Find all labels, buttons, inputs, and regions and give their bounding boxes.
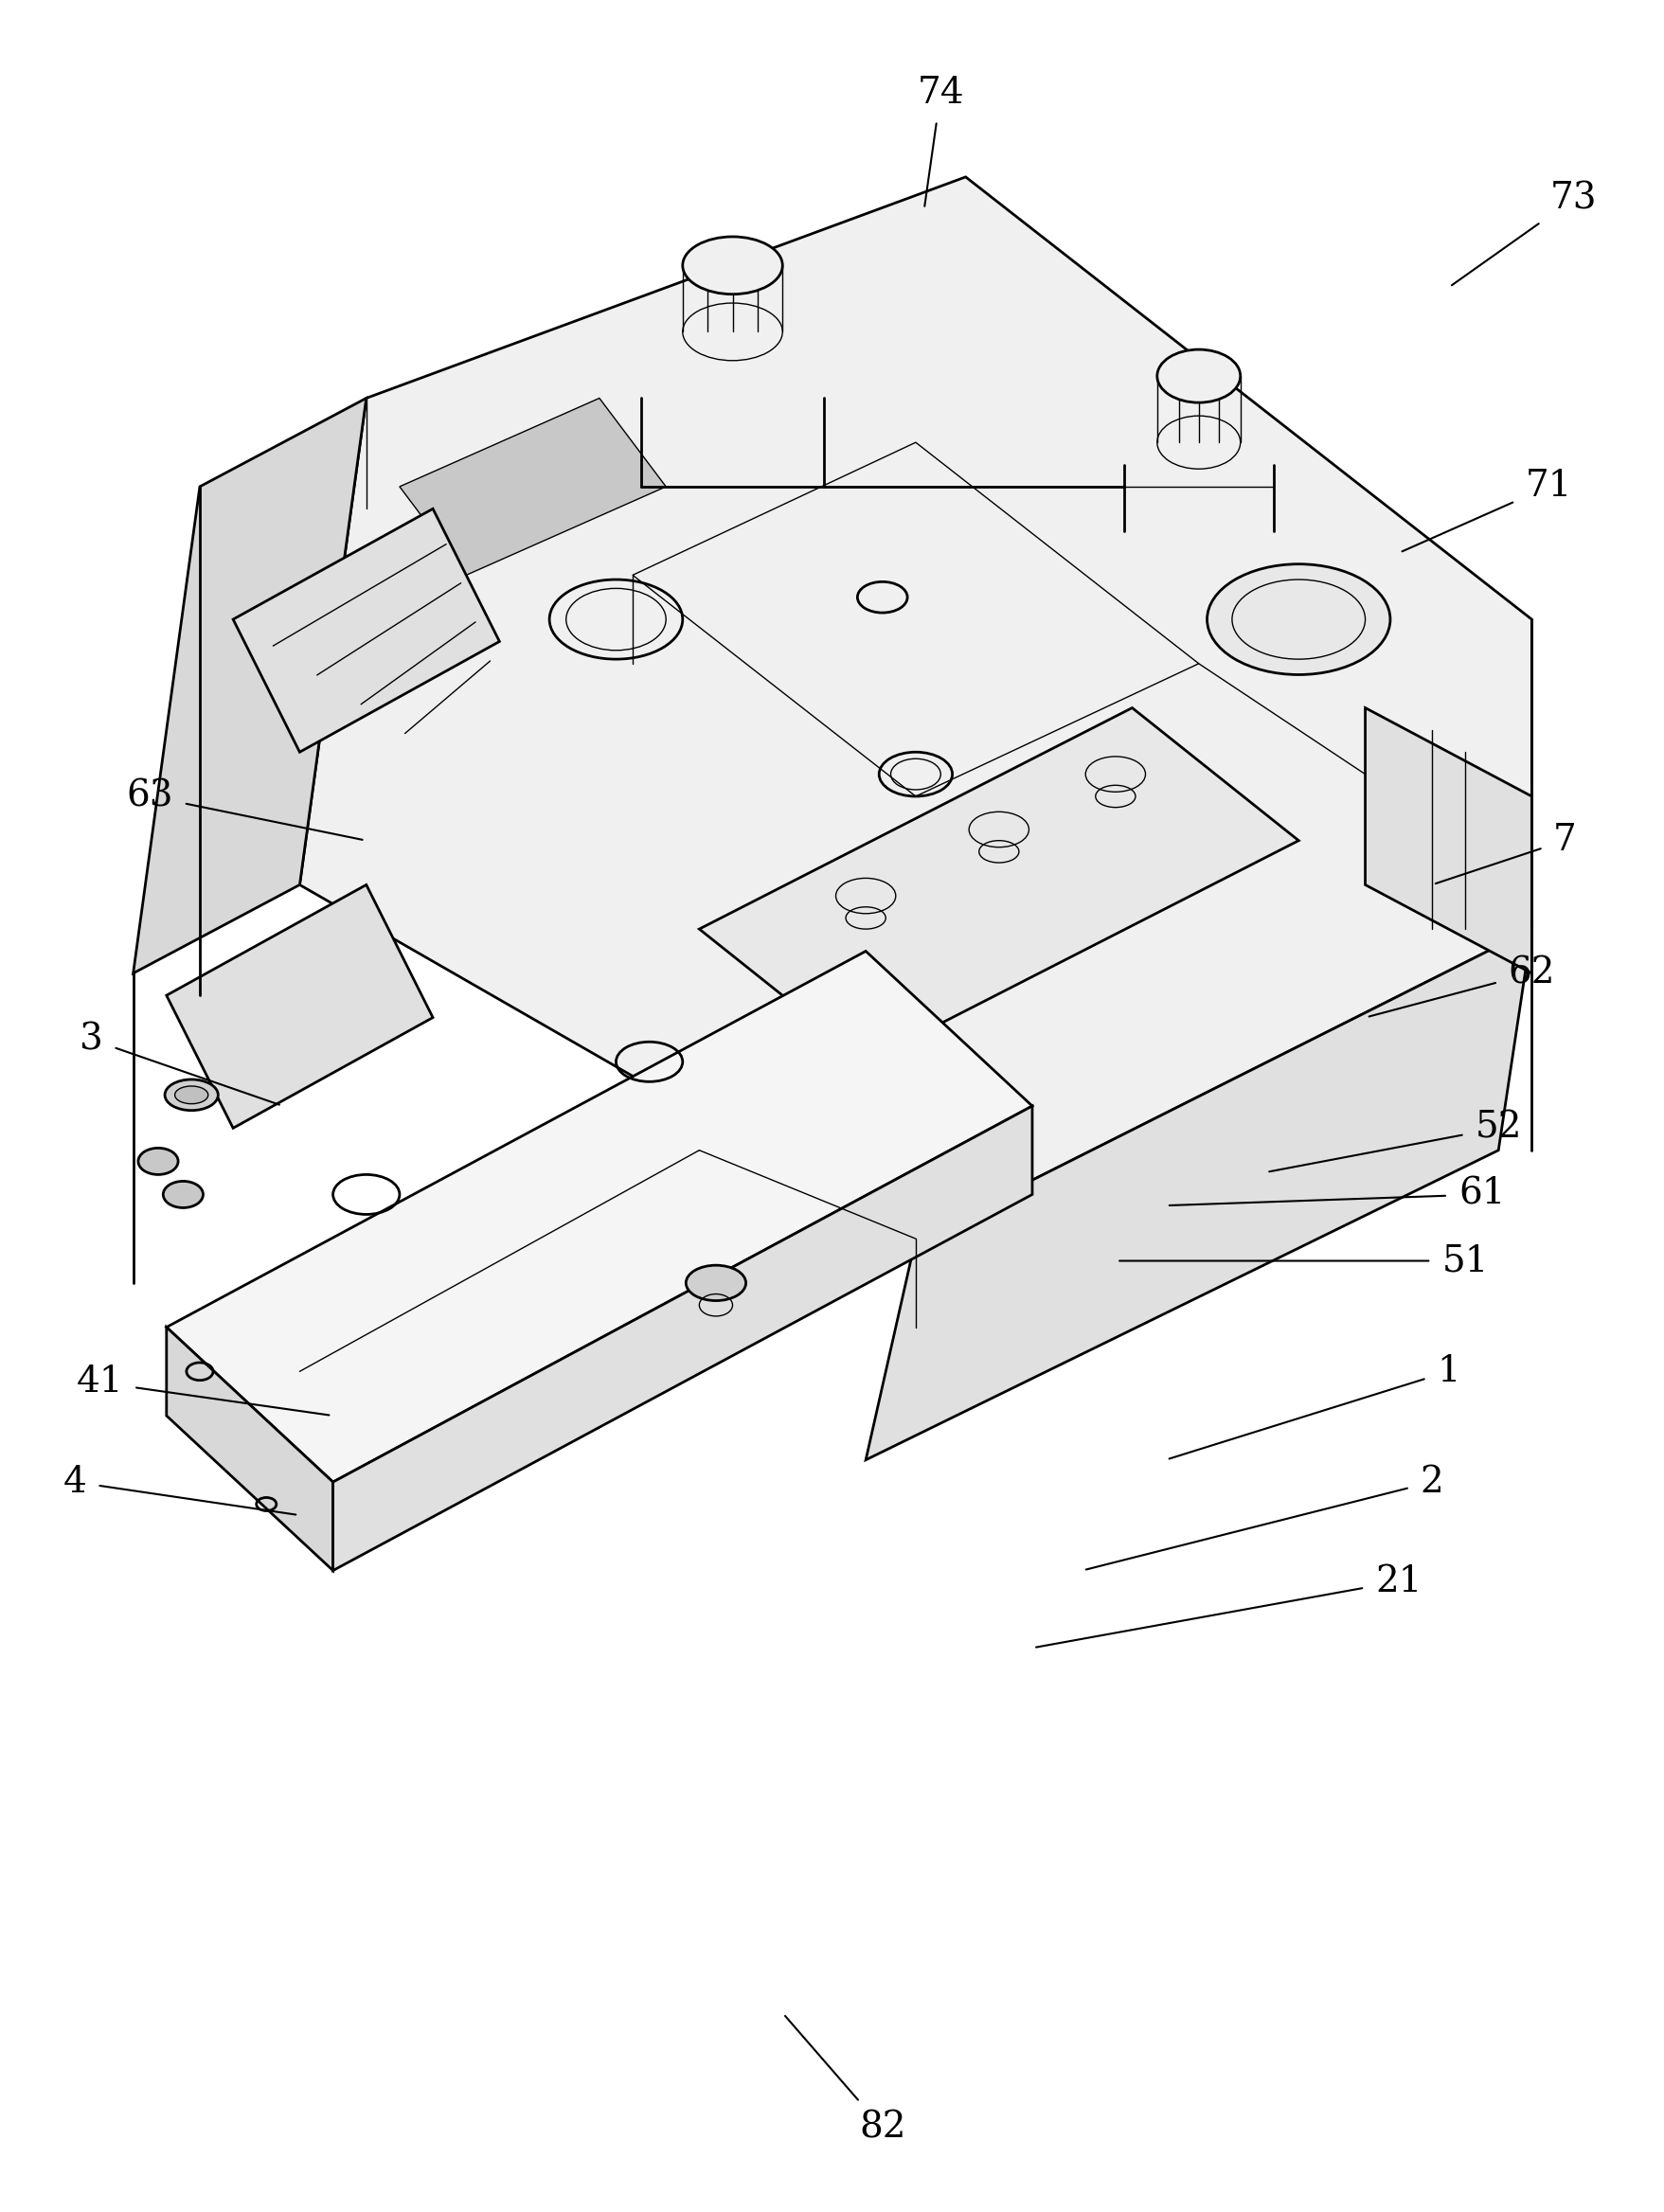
Text: 1: 1 (1168, 1354, 1459, 1458)
Ellipse shape (1156, 349, 1240, 403)
Polygon shape (166, 951, 1032, 1482)
Polygon shape (166, 1327, 333, 1571)
Polygon shape (166, 885, 433, 1128)
Text: 62: 62 (1368, 956, 1554, 1018)
Text: 21: 21 (1035, 1564, 1421, 1648)
Text: 61: 61 (1168, 1177, 1504, 1212)
Polygon shape (333, 1106, 1032, 1571)
Text: 52: 52 (1268, 1110, 1521, 1172)
Text: 41: 41 (77, 1365, 329, 1416)
Ellipse shape (138, 1148, 178, 1175)
Ellipse shape (682, 237, 782, 294)
Polygon shape (233, 509, 499, 752)
Text: 2: 2 (1085, 1464, 1443, 1571)
Text: 74: 74 (917, 75, 963, 206)
Ellipse shape (686, 1265, 745, 1301)
Polygon shape (399, 398, 666, 575)
Text: 73: 73 (1451, 181, 1596, 285)
Text: 63: 63 (126, 779, 363, 841)
Text: 82: 82 (785, 2015, 905, 2146)
Text: 71: 71 (1401, 469, 1571, 551)
Ellipse shape (165, 1079, 218, 1110)
Ellipse shape (175, 1086, 208, 1104)
Text: 7: 7 (1434, 823, 1576, 883)
Ellipse shape (163, 1181, 203, 1208)
Text: 51: 51 (1118, 1243, 1488, 1279)
Polygon shape (300, 177, 1531, 1239)
Text: 4: 4 (63, 1464, 296, 1515)
Polygon shape (699, 708, 1298, 1062)
Polygon shape (133, 398, 366, 973)
Polygon shape (865, 929, 1531, 1460)
Text: 3: 3 (80, 1022, 280, 1104)
Ellipse shape (1206, 564, 1389, 675)
Polygon shape (1364, 708, 1531, 973)
